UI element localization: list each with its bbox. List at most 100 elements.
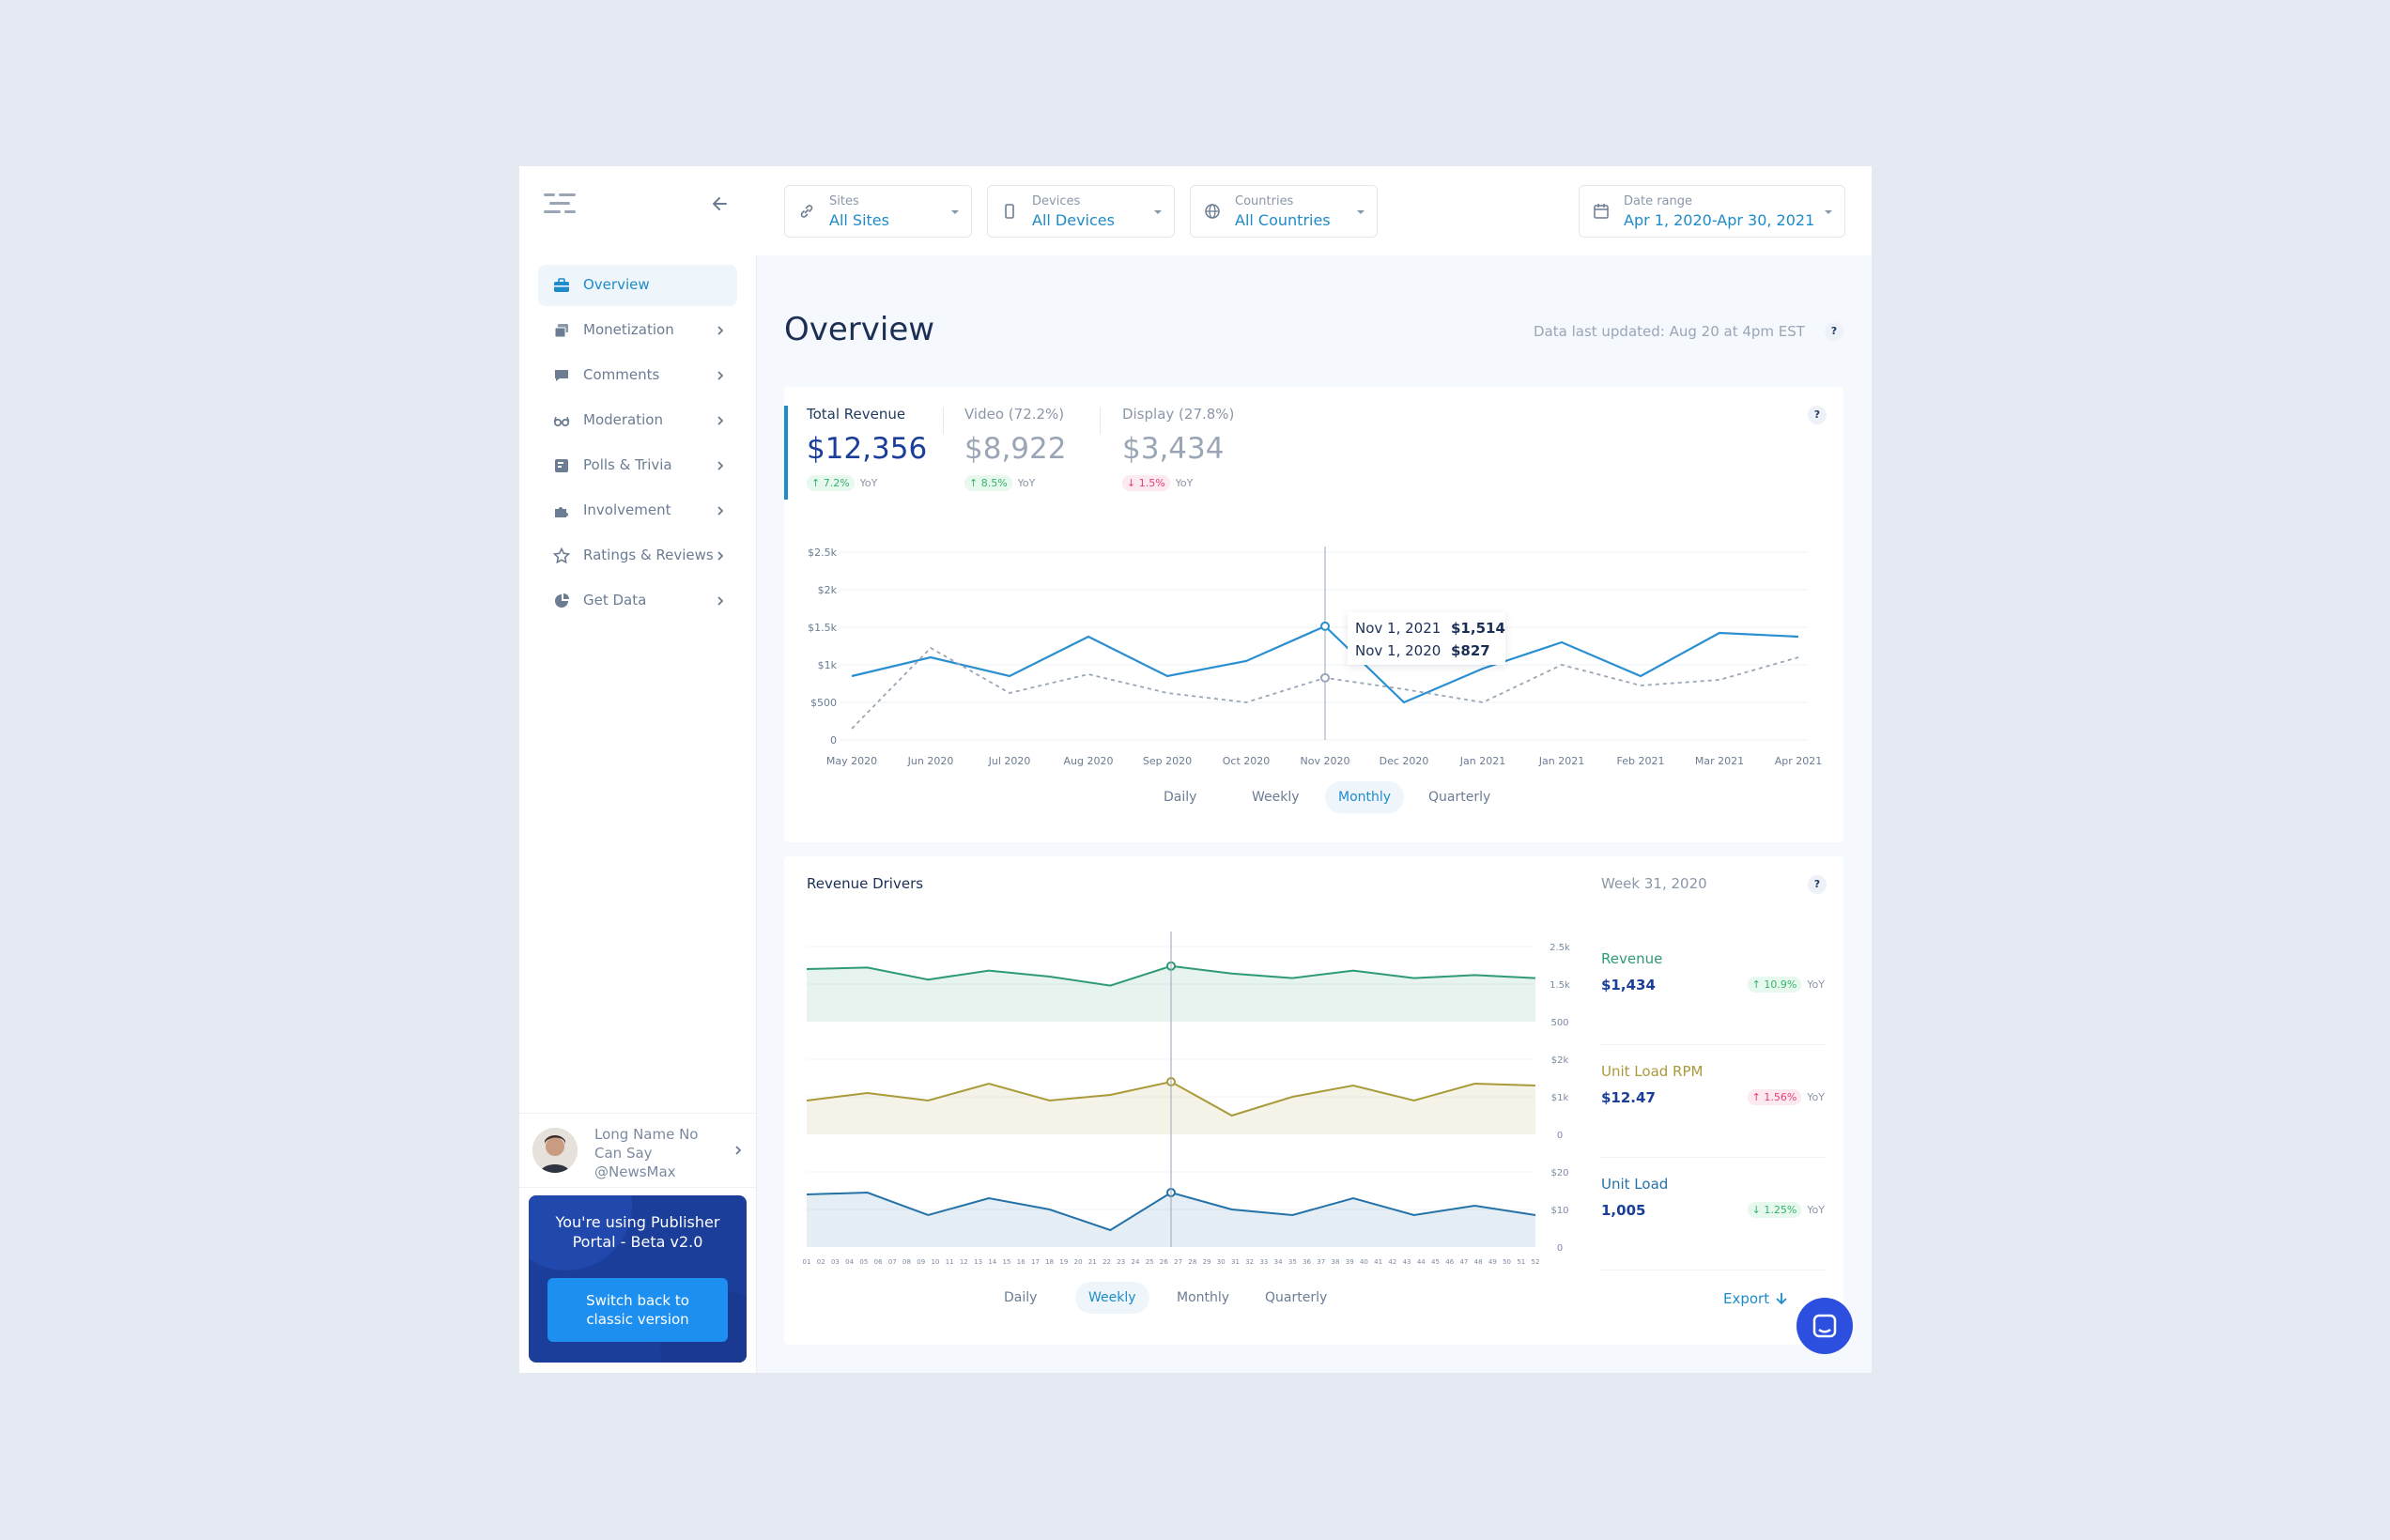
yoy-label: YoY [1175,477,1194,489]
period-weekly[interactable]: Weekly [1075,1282,1149,1314]
sidebar-item-label: Monetization [583,321,674,338]
devices-filter[interactable]: Devices All Devices [987,185,1175,238]
sidebar-item-overview[interactable]: Overview [538,265,737,306]
x-tick-label: 48 [1474,1258,1483,1266]
kpi-display[interactable]: Display (27.8%) $3,434 ↓ 1.5% YoY [1122,406,1234,491]
x-tick-label: 04 [845,1258,854,1266]
x-tick-label: 38 [1332,1258,1340,1266]
x-tick-label: Jan 2021 [1459,755,1505,767]
period-daily[interactable]: Daily [1164,790,1197,805]
sites-filter[interactable]: Sites All Sites [784,185,972,238]
sidebar-item-label: Overview [583,276,650,293]
tooltip-date: Nov 1, 2020 [1355,642,1442,659]
drivers-title: Revenue Drivers [807,875,924,892]
metric-value: 1,005 [1601,1202,1646,1219]
x-tick-label: 49 [1488,1258,1497,1266]
period-weekly[interactable]: Weekly [1252,790,1300,805]
kpi-total-revenue[interactable]: Total Revenue $12,356 ↑ 7.2% YoY [807,406,927,491]
filter-label: Devices [1032,194,1081,208]
period-monthly[interactable]: Monthly [1177,1290,1230,1305]
delta-badge: ↓ 1.5% [1122,475,1170,491]
kpi-label: Video (72.2%) [964,406,1065,423]
filter-value: All Sites [829,211,889,229]
beta-message-line: Portal - Beta v2.0 [572,1233,703,1251]
y-tick-label: $2k [1551,1055,1569,1066]
chevron-right-icon [717,371,724,380]
x-tick-label: 11 [946,1258,954,1266]
period-daily[interactable]: Daily [1004,1290,1038,1305]
sidebar-item-polls-trivia[interactable]: Polls & Trivia [538,445,737,486]
sidebar-item-monetization[interactable]: Monetization [538,310,737,351]
button-label-line: Switch back to [586,1292,689,1309]
sidebar-item-get-data[interactable]: Get Data [538,580,737,622]
link-icon [800,205,813,218]
export-button[interactable]: Export [1723,1290,1788,1307]
chevron-right-icon [717,596,724,606]
x-tick-label: 12 [960,1258,968,1266]
y-tick-label: $2.5k [808,547,837,559]
metric-revenue[interactable]: Revenue $1,434 ↑ 10.9% YoY [1601,950,1825,1045]
user-profile[interactable]: Long Name No Can Say @NewsMax [519,1113,756,1188]
filter-label: Date range [1624,194,1693,208]
chevron-right-icon [717,416,724,425]
chat-launcher-button[interactable] [1796,1298,1853,1354]
revenue-line-chart[interactable]: 0 $500 $1k $1.5k $2k $2.5k May 2020 Jun 2020 Jul… [784,528,1843,772]
date-range-filter[interactable]: Date range Apr 1, 2020-Apr 30, 2021 [1579,185,1845,238]
revenue-drivers-chart[interactable]: 500 1.5k 2.5k 0 $1k $2k 0 $10 $20 01 02 03 04 05 06 07 0… [784,913,1592,1270]
user-name: Long Name No Can Say @NewsMax [594,1125,726,1181]
period-quarterly[interactable]: Quarterly [1428,790,1491,805]
pie-icon [555,593,569,608]
yoy-label: YoY [1807,978,1825,991]
y-tick-label: 1.5k [1550,980,1570,991]
x-tick-label: 07 [888,1258,897,1266]
metric-unit-load-rpm[interactable]: Unit Load RPM $12.47 ↑ 1.56% YoY [1601,1063,1825,1158]
delta-badge: ↑ 8.5% [964,475,1012,491]
delta-value: 10.9% [1764,978,1797,991]
switch-classic-button[interactable]: Switch back to classic version [547,1278,728,1342]
star-icon [553,547,570,564]
sidebar: Overview Monetization Comments Moderatio… [519,166,757,1373]
chevron-right-icon [717,326,724,335]
x-tick-label: 45 [1431,1258,1440,1266]
filter-value: All Devices [1032,211,1115,229]
collapse-sidebar-icon[interactable] [707,191,733,217]
y-tick-label: 0 [830,734,837,747]
metric-label: Revenue [1601,950,1663,967]
sidebar-item-label: Moderation [583,411,663,428]
chevron-right-icon [717,551,724,561]
x-tick-label: 34 [1274,1258,1283,1266]
x-tick-label: Mar 2021 [1695,755,1744,767]
mobile-device-icon [1005,204,1014,219]
help-icon[interactable]: ? [1808,875,1827,894]
sidebar-item-moderation[interactable]: Moderation [538,400,737,441]
sidebar-item-label: Involvement [583,501,671,518]
sidebar-item-label: Ratings & Reviews [583,547,714,563]
sidebar-item-involvement[interactable]: Involvement [538,490,737,531]
x-tick-label: Oct 2020 [1223,755,1271,767]
x-tick-label: Feb 2021 [1617,755,1665,767]
help-icon[interactable]: ? [1825,322,1843,341]
x-tick-label: 06 [874,1258,883,1266]
y-tick-label: $2k [818,584,838,596]
app-window: Overview Monetization Comments Moderatio… [519,166,1872,1373]
kpi-video[interactable]: Video (72.2%) $8,922 ↑ 8.5% YoY [964,406,1066,491]
briefcase-icon [554,278,569,292]
metric-value: $1,434 [1601,977,1656,993]
metric-delta: ↓ 1.25% YoY [1747,1202,1825,1218]
delta-value: 1.56% [1764,1091,1797,1103]
x-tick-label: 32 [1245,1258,1254,1266]
period-quarterly[interactable]: Quarterly [1265,1290,1328,1305]
download-arrow-icon [1776,1293,1787,1305]
x-tick-label: 25 [1146,1258,1154,1266]
sidebar-item-comments[interactable]: Comments [538,355,737,396]
revenue-card: Total Revenue $12,356 ↑ 7.2% YoY Video (7… [784,387,1843,842]
kpi-value: $12,356 [807,432,928,466]
metric-unit-load[interactable]: Unit Load 1,005 ↓ 1.25% YoY [1601,1176,1825,1270]
metric-value: $12.47 [1601,1089,1656,1106]
period-monthly[interactable]: Monthly [1325,781,1405,813]
x-tick-label: Jul 2020 [988,755,1031,767]
sidebar-item-ratings-reviews[interactable]: Ratings & Reviews [538,535,737,577]
help-icon[interactable]: ? [1808,406,1827,424]
x-tick-label: 52 [1532,1258,1540,1266]
countries-filter[interactable]: Countries All Countries [1190,185,1378,238]
